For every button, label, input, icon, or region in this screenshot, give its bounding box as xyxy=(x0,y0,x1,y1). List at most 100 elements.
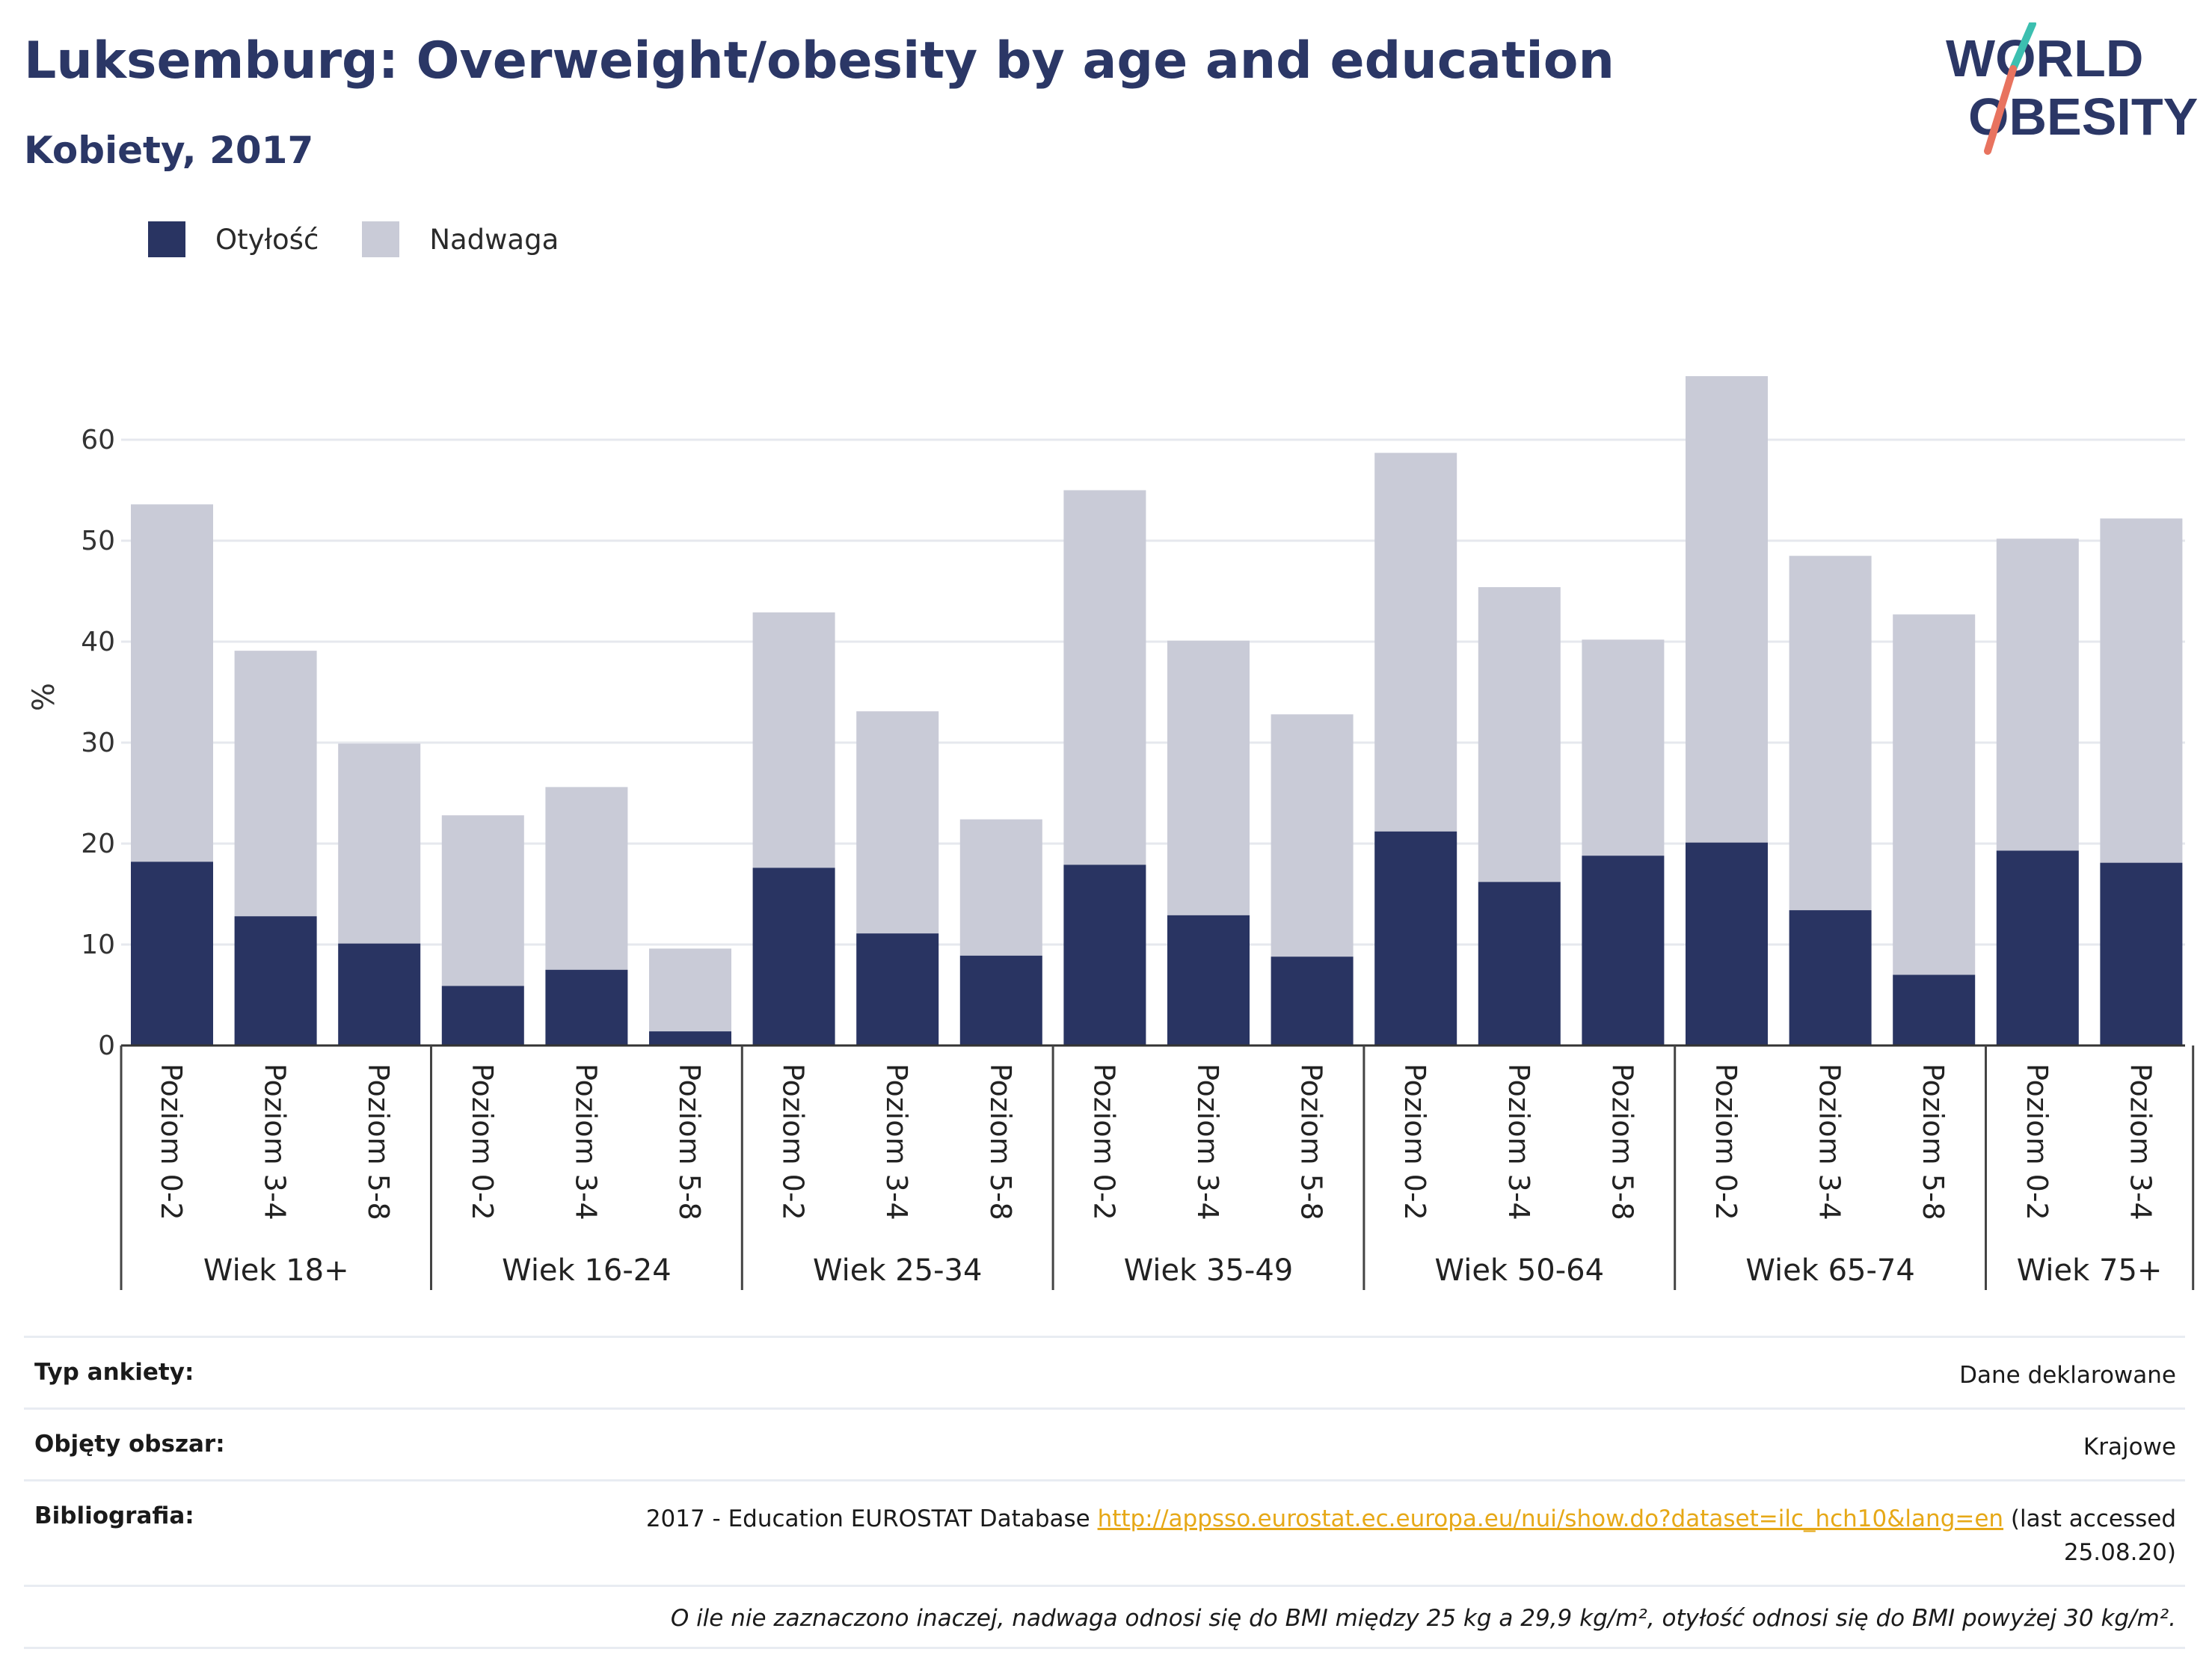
y-tick-label: 10 xyxy=(81,930,115,960)
bibliography-suffix: (last accessed 25.08.20) xyxy=(2010,1505,2176,1566)
group-label: Wiek 75+ xyxy=(2017,1253,2163,1288)
x-tick-label: Poziom 0-2 xyxy=(466,1063,499,1220)
y-axis-label: % xyxy=(27,683,61,711)
bar-overweight xyxy=(856,711,939,934)
bar-obesity xyxy=(234,916,317,1045)
bar-overweight xyxy=(2100,518,2183,863)
bar-overweight xyxy=(1686,375,1768,843)
x-tick-label: Poziom 3-4 xyxy=(880,1063,913,1220)
bar-overweight xyxy=(234,651,317,917)
bar-obesity xyxy=(1478,882,1561,1045)
y-tick-label: 20 xyxy=(81,829,115,859)
bar-overweight xyxy=(1478,587,1561,882)
y-tick-label: 50 xyxy=(81,526,115,556)
bar-obesity xyxy=(1167,915,1250,1045)
group-label: Wiek 16-24 xyxy=(502,1253,672,1288)
info-row-bibliography: Bibliografia: 2017 - Education EUROSTAT … xyxy=(24,1479,2185,1585)
bar-overweight xyxy=(1063,490,1146,865)
bar-overweight xyxy=(545,787,628,970)
legend-swatch-overweight xyxy=(362,221,400,257)
bar-obesity xyxy=(131,862,213,1045)
group-label: Wiek 25-34 xyxy=(813,1253,983,1288)
bar-obesity xyxy=(441,986,524,1045)
definition-note: O ile nie zaznaczono inaczej, nadwaga od… xyxy=(24,1584,2185,1649)
x-tick-label: Poziom 0-2 xyxy=(777,1063,810,1220)
bar-overweight xyxy=(1893,614,1976,975)
area-value: Krajowe xyxy=(2083,1433,2176,1461)
area-label: Objęty obszar: xyxy=(34,1430,225,1458)
logo-slash-coral xyxy=(1984,65,2017,155)
survey-type-label: Typ ankiety: xyxy=(34,1359,194,1386)
chart-subtitle: Kobiety, 2017 xyxy=(24,129,314,172)
chart-title: Luksemburg: Overweight/obesity by age an… xyxy=(24,31,1615,90)
bar-overweight xyxy=(1167,640,1250,915)
survey-type-value: Dane deklarowane xyxy=(1959,1362,2176,1389)
x-tick-label: Poziom 0-2 xyxy=(1709,1063,1742,1220)
x-tick-label: Poziom 5-8 xyxy=(1917,1063,1950,1220)
group-label: Wiek 65-74 xyxy=(1745,1253,1915,1288)
x-tick-label: Poziom 5-8 xyxy=(1295,1063,1328,1220)
bar-obesity xyxy=(338,943,421,1045)
legend-item-obesity[interactable]: Otyłość xyxy=(148,221,319,257)
bibliography-value: 2017 - Education EUROSTAT Database http:… xyxy=(531,1502,2176,1570)
legend-label-overweight: Nadwaga xyxy=(429,223,559,256)
logo-slash-teal xyxy=(2009,22,2036,73)
x-tick-label: Poziom 5-8 xyxy=(1606,1063,1638,1220)
x-tick-label: Poziom 3-4 xyxy=(259,1063,292,1220)
bibliography-link[interactable]: http://appsso.eurostat.ec.europa.eu/nui/… xyxy=(1097,1505,2004,1532)
group-label: Wiek 50-64 xyxy=(1435,1253,1605,1288)
world-obesity-logo: WORLD OBESITY xyxy=(1946,22,2198,155)
bar-overweight xyxy=(752,612,835,868)
legend-swatch-obesity xyxy=(148,221,185,257)
y-tick-label: 60 xyxy=(81,425,115,455)
x-tick-label: Poziom 3-4 xyxy=(1502,1063,1535,1220)
bar-overweight xyxy=(1374,452,1457,832)
bar-obesity xyxy=(959,955,1042,1045)
x-tick-label: Poziom 5-8 xyxy=(984,1063,1017,1220)
legend-label-obesity: Otyłość xyxy=(215,223,319,256)
x-tick-label: Poziom 0-2 xyxy=(155,1063,188,1220)
bar-obesity xyxy=(1996,850,2079,1045)
chart-legend: Otyłość Nadwaga xyxy=(148,221,602,257)
x-tick-label: Poziom 3-4 xyxy=(1191,1063,1224,1220)
bar-overweight xyxy=(649,948,731,1032)
bar-overweight xyxy=(1996,538,2079,851)
x-tick-label: Poziom 0-2 xyxy=(1087,1063,1120,1220)
bar-obesity xyxy=(649,1031,731,1045)
x-tick-label: Poziom 0-2 xyxy=(1398,1063,1431,1220)
bar-overweight xyxy=(1582,639,1665,856)
logo-line1: WORLD xyxy=(1946,29,2143,87)
info-row-area: Objęty obszar: Krajowe xyxy=(24,1407,2185,1479)
bar-overweight xyxy=(1789,556,1872,911)
bar-obesity xyxy=(545,969,628,1045)
bar-obesity xyxy=(1789,910,1872,1045)
bar-overweight xyxy=(441,815,524,986)
bar-obesity xyxy=(1271,957,1354,1045)
bar-obesity xyxy=(1686,842,1768,1045)
bar-obesity xyxy=(1582,856,1665,1045)
y-tick-label: 0 xyxy=(98,1031,115,1061)
x-tick-label: Poziom 5-8 xyxy=(362,1063,395,1220)
bar-overweight xyxy=(959,819,1042,956)
bar-overweight xyxy=(1271,714,1354,957)
bar-obesity xyxy=(752,868,835,1045)
x-tick-label: Poziom 3-4 xyxy=(1813,1063,1846,1220)
bar-overweight xyxy=(338,743,421,944)
legend-item-overweight[interactable]: Nadwaga xyxy=(362,221,559,257)
group-label: Wiek 35-49 xyxy=(1124,1253,1294,1288)
bar-obesity xyxy=(1063,865,1146,1045)
bar-obesity xyxy=(1374,831,1457,1045)
bar-chart: 0 10 20 30 40 50 60% Poziom 0-2 Poziom 3-4 Poziom… xyxy=(27,375,2195,1290)
y-tick-label: 30 xyxy=(81,728,115,758)
bibliography-prefix: 2017 - Education EUROSTAT Database xyxy=(645,1505,1090,1532)
bar-obesity xyxy=(856,933,939,1045)
info-row-survey-type: Typ ankiety: Dane deklarowane xyxy=(24,1336,2185,1407)
bar-obesity xyxy=(2100,862,2183,1045)
bibliography-label: Bibliografia: xyxy=(34,1502,194,1529)
x-tick-label: Poziom 0-2 xyxy=(2021,1063,2053,1220)
info-table: Typ ankiety: Dane deklarowane Objęty obs… xyxy=(24,1336,2185,1649)
bar-obesity xyxy=(1893,974,1976,1045)
x-tick-label: Poziom 3-4 xyxy=(2124,1063,2157,1220)
group-label: Wiek 18+ xyxy=(203,1253,349,1288)
y-tick-label: 40 xyxy=(81,627,115,657)
